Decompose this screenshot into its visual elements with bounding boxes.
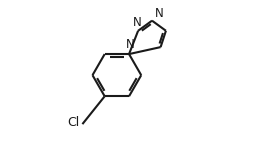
Text: N: N (133, 16, 141, 29)
Text: N: N (155, 7, 164, 20)
Text: Cl: Cl (67, 116, 80, 129)
Text: N: N (126, 38, 135, 51)
